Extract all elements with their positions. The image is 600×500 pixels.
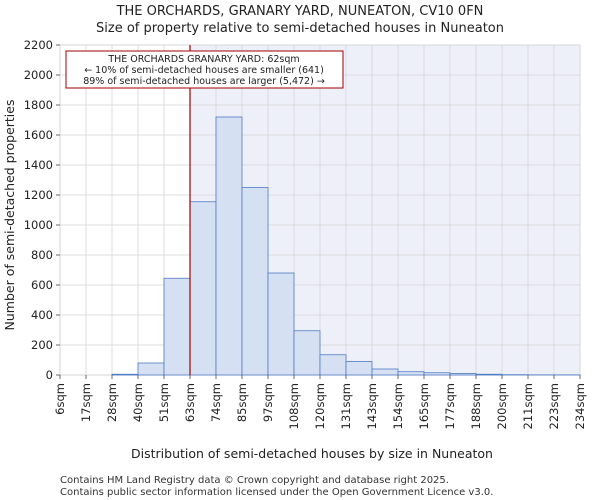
y-axis-ticks: 0 200 400 600 800 1000 1200 1400 1600 1800 2000 220… [24,38,60,382]
x-tick-label: 17sqm [79,383,93,422]
bar-28sqm [111,373,139,376]
y-axis-label: Number of semi-detached properties [2,100,17,331]
x-tick-label: 74sqm [209,383,223,422]
bar-97sqm [267,272,295,376]
x-axis-label: Distribution of semi-detached houses by … [131,446,493,461]
footer-line-2: Contains public sector information licen… [60,487,493,498]
y-tick-label: 1600 [24,128,53,142]
x-tick-label: 63sqm [183,383,197,422]
bar-51sqm [163,277,191,376]
x-tick-label: 131sqm [339,383,353,429]
x-tick-label: 85sqm [235,383,249,422]
x-tick-label: 120sqm [313,383,327,429]
bar-120sqm [319,354,347,376]
bar-63sqm [189,201,217,376]
y-tick-label: 1200 [24,188,53,202]
x-tick-label: 108sqm [287,383,301,429]
bar-74sqm [215,116,243,376]
x-tick-label: 6sqm [53,383,67,415]
bar-154sqm [397,371,425,376]
bar-108sqm [293,330,321,376]
y-tick-label: 0 [46,368,53,382]
annotation-line-3: 89% of semi-detached houses are larger (… [83,76,325,87]
bar-188sqm [475,373,503,376]
bar-143sqm [371,368,399,376]
bar-177sqm [449,373,477,376]
y-tick-label: 600 [31,278,53,292]
x-tick-label: 40sqm [131,383,145,422]
x-tick-label: 200sqm [495,383,509,429]
x-tick-label: 51sqm [157,383,171,422]
bar-85sqm [241,187,269,376]
x-tick-label: 165sqm [417,383,431,429]
x-tick-label: 211sqm [521,383,535,429]
bars [111,116,581,376]
chart-title: THE ORCHARDS, GRANARY YARD, NUNEATON, CV… [116,4,484,19]
x-axis-ticks: 6sqm 17sqm 28sqm 40sqm 51sqm 63sqm 74sqm 85sqm 9… [53,375,587,429]
x-tick-label: 143sqm [365,383,379,429]
y-tick-label: 1000 [24,218,53,232]
x-tick-label: 177sqm [443,383,457,429]
y-tick-label: 200 [31,338,53,352]
y-tick-label: 1400 [24,158,53,172]
x-tick-label: 223sqm [547,383,561,429]
x-tick-label: 28sqm [105,383,119,422]
x-tick-label: 154sqm [391,383,405,429]
y-tick-label: 400 [31,308,53,322]
bar-165sqm [423,372,451,376]
x-tick-label: 188sqm [469,383,483,429]
chart-subtitle: Size of property relative to semi-detach… [96,21,504,36]
x-tick-label: 234sqm [573,383,587,429]
y-tick-label: 800 [31,248,53,262]
annotation-line-1: THE ORCHARDS GRANARY YARD: 62sqm [107,54,299,65]
x-tick-label: 97sqm [261,383,275,422]
bar-131sqm [345,361,373,376]
y-tick-label: 1800 [24,98,53,112]
bar-40sqm [137,362,165,376]
y-tick-label: 2200 [24,38,53,52]
y-tick-label: 2000 [24,68,53,82]
annotation-box: THE ORCHARDS GRANARY YARD: 62sqm ← 10% o… [65,50,344,89]
footer-line-1: Contains HM Land Registry data © Crown c… [60,475,449,486]
annotation-line-2: ← 10% of semi-detached houses are smalle… [84,65,324,76]
gridlines [59,44,581,376]
